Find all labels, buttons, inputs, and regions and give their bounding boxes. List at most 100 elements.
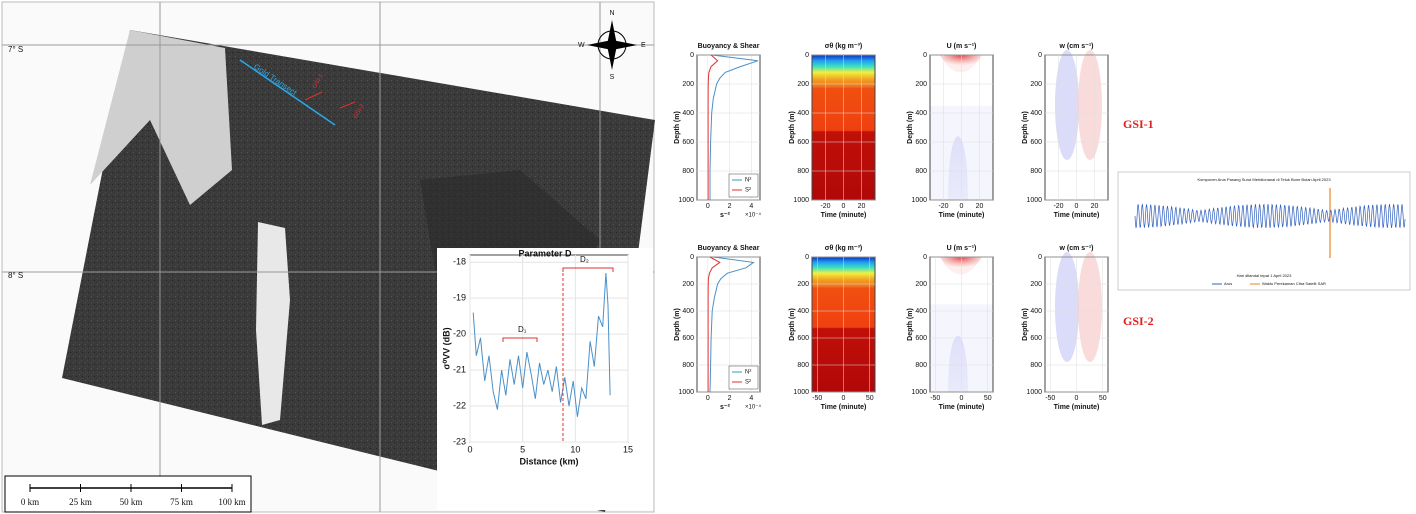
- data-line: [472, 272, 611, 417]
- x-tick-label: -20: [1053, 203, 1063, 210]
- x-tick-label: -50: [812, 395, 822, 402]
- y-axis-label: Depth (m): [789, 308, 796, 341]
- y-tick-label: 600: [797, 335, 809, 342]
- x-tick-label: 0: [960, 395, 964, 402]
- scale-label: 75 km: [170, 497, 193, 507]
- side-chart: Komponen Arus Pasang Surut Meridionanal …: [1117, 171, 1411, 291]
- x-tick-label: 15: [623, 444, 633, 454]
- y-tick-label: 600: [915, 139, 927, 146]
- compass-n: N: [609, 10, 614, 17]
- y-tick-label: 1000: [1026, 389, 1042, 396]
- x-tick-label: 0: [960, 203, 964, 210]
- legend-label: S²: [745, 380, 751, 386]
- x-tick-label: -20: [938, 203, 948, 210]
- y-axis-label: Depth (m): [674, 308, 681, 341]
- scale-label: 0 km: [21, 497, 39, 507]
- y-axis-label: Depth (m): [674, 111, 681, 144]
- y-axis-label: Depth (m): [789, 111, 796, 144]
- annotation-bracket: [562, 267, 614, 272]
- x-tick-label: 5: [520, 444, 525, 454]
- y-tick-label: 200: [915, 281, 927, 288]
- transect: [239, 59, 336, 126]
- legend-label: S²: [745, 188, 751, 194]
- y-tick-label: 1000: [911, 197, 927, 204]
- panel-title: σθ (kg m⁻³): [825, 245, 863, 252]
- side-frame: [1117, 171, 1411, 291]
- y-tick-label: 200: [1030, 281, 1042, 288]
- panel-title: U (m s⁻¹): [947, 43, 977, 50]
- lat-label: 8° S: [8, 271, 23, 280]
- y-axis-label: Depth (m): [1022, 111, 1029, 144]
- legend-label: N²: [745, 178, 751, 184]
- tide-wave: [1134, 203, 1406, 229]
- y-tick-label: 600: [682, 139, 694, 146]
- x-axis-label: Distance (km): [519, 456, 578, 466]
- y-axis-label: Depth (m): [907, 308, 914, 341]
- x-tick-label: -20: [820, 203, 830, 210]
- x-tick-label: 4: [749, 203, 753, 210]
- y-tick-label: 0: [690, 254, 694, 261]
- panel: Buoyancy & Shear 0 200 400 600 800 1000 Depth (…: [674, 245, 762, 411]
- y-tick-label: 200: [1030, 81, 1042, 88]
- station-label: GSI-2: [1123, 314, 1154, 328]
- y-tick-label: 800: [1030, 168, 1042, 175]
- panel: U (m s⁻¹) 0 200 400 600 800 1000 Depth (m) -50 0 5…: [907, 245, 994, 411]
- scale-labels: 0 km 25 km 50 km 75 km 100 km: [21, 484, 246, 507]
- y-tick-label: 800: [1030, 362, 1042, 369]
- y-tick-label: 200: [915, 81, 927, 88]
- legend-label: N²: [745, 370, 751, 376]
- y-tick-label: 1000: [793, 389, 809, 396]
- panel: Buoyancy & Shear 0 200 400 600 800 1000 Depth (…: [674, 43, 762, 219]
- chart-title: Parameter D: [518, 248, 572, 258]
- y-tick-label: 800: [915, 168, 927, 175]
- y-tick-label: 1000: [1026, 197, 1042, 204]
- x-tick-label: -50: [930, 395, 940, 402]
- y-tick-label: 800: [682, 168, 694, 175]
- x-tick-label: 0: [467, 444, 472, 454]
- x-tick-label: 2: [728, 203, 732, 210]
- y-tick-label: 800: [915, 362, 927, 369]
- y-tick-label: 1000: [911, 389, 927, 396]
- y-tick-label: 800: [797, 168, 809, 175]
- y-tick-label: 400: [797, 110, 809, 117]
- x-tick-label: 50: [984, 395, 992, 402]
- y-tick-label: 400: [682, 110, 694, 117]
- x-axis-label: Time (minute): [1054, 404, 1100, 411]
- y-tick-label: 400: [682, 308, 694, 315]
- gsi-marker: [339, 101, 356, 109]
- scale-label: 100 km: [218, 497, 245, 507]
- y-tick-label: 0: [690, 52, 694, 59]
- y-tick-label: 1000: [678, 389, 694, 396]
- x-tick-label: 0: [842, 395, 846, 402]
- panel: σθ (kg m⁻³) 0 200 400 600 800 1000 Depth (m) -50…: [789, 245, 876, 411]
- annotation: D₁: [518, 325, 527, 334]
- panel-title: w (cm s⁻¹): [1058, 245, 1093, 252]
- y-tick-label: 1000: [678, 197, 694, 204]
- profile-line: [707, 54, 719, 200]
- profile-line: [709, 54, 758, 200]
- legend-label: Arus: [1224, 281, 1232, 286]
- y-tick-label: 200: [682, 81, 694, 88]
- side-xlabel: Hari ditandai tepat 1 April 2023: [1237, 273, 1292, 278]
- x-axis-label: Time (minute): [939, 404, 985, 411]
- y-axis-label: Depth (m): [907, 111, 914, 144]
- scale-label: 25 km: [69, 497, 92, 507]
- y-tick-label: 400: [1030, 308, 1042, 315]
- x-axis-label: Time (minute): [821, 404, 867, 411]
- velocity-field: [940, 257, 982, 275]
- x-tick-label: 4: [749, 395, 753, 402]
- panel-title: w (cm s⁻¹): [1058, 43, 1093, 50]
- y-tick-label: -21: [453, 364, 466, 374]
- y-tick-label: -22: [453, 400, 466, 410]
- y-tick-label: 600: [915, 335, 927, 342]
- x-tick-label: 0: [706, 203, 710, 210]
- scale-box: [4, 475, 252, 513]
- panel: U (m s⁻¹) 0 200 400 600 800 1000 Depth (m) -20 0 2…: [907, 43, 994, 219]
- y-tick-label: 400: [915, 110, 927, 117]
- x-tick-label: 20: [1091, 203, 1099, 210]
- scale-label: ×10⁻⁴: [745, 404, 761, 411]
- w-field: [1078, 50, 1102, 160]
- panel-title: Buoyancy & Shear: [698, 43, 760, 50]
- y-tick-label: 800: [682, 362, 694, 369]
